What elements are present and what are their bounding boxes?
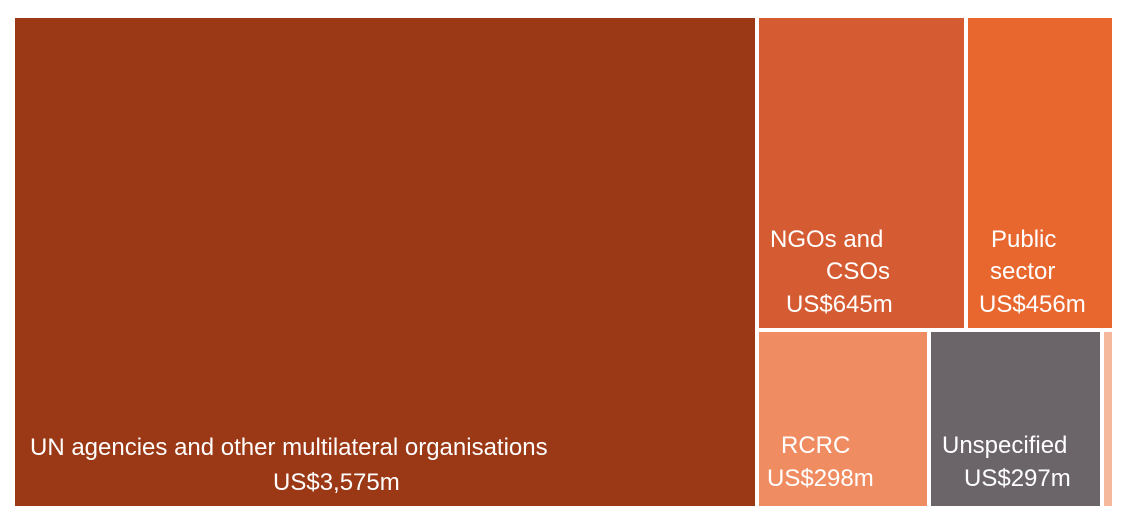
rcrc-label: RCRC <box>781 432 851 459</box>
tile-ngos-csos: NGOs and CSOs US$645m <box>759 18 964 328</box>
ngos-label-line1: NGOs and <box>770 226 884 253</box>
unspecified-value: US$297m <box>964 465 1071 492</box>
un-agencies-label: UN agencies and other multilateral organ… <box>30 434 548 461</box>
tile-rcrc: RCRC US$298m <box>759 332 927 506</box>
tile-un-agencies: UN agencies and other multilateral organ… <box>15 18 755 506</box>
unspecified-label: Unspecified <box>942 432 1068 459</box>
tile-unspecified: Unspecified US$297m <box>931 332 1100 506</box>
un-agencies-value: US$3,575m <box>273 469 400 496</box>
public-label-line1: Public <box>991 226 1057 253</box>
public-label-line2: sector <box>990 258 1056 285</box>
tile-other-small <box>1104 332 1112 506</box>
public-value: US$456m <box>979 291 1086 318</box>
ngos-value: US$645m <box>786 291 893 318</box>
tile-public-sector: Public sector US$456m <box>968 18 1112 328</box>
rcrc-value: US$298m <box>767 465 874 492</box>
ngos-label-line2: CSOs <box>826 258 891 285</box>
